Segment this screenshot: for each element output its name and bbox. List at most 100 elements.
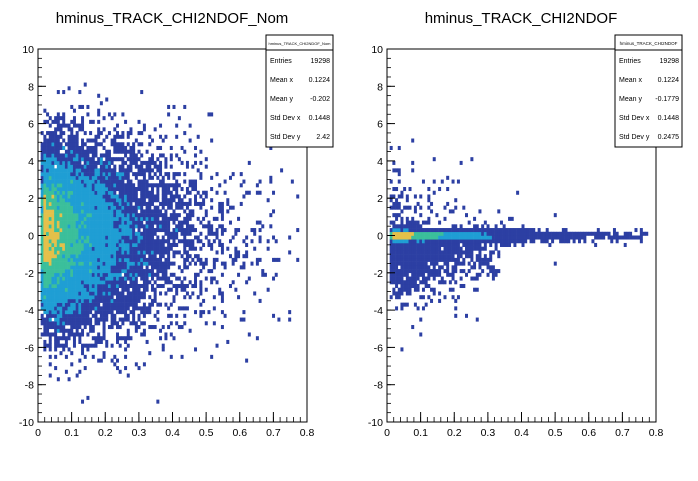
heatmap-cell <box>639 231 643 236</box>
heatmap-cell <box>478 231 482 236</box>
heatmap-cell <box>438 239 442 244</box>
heatmap-cell <box>134 138 138 143</box>
heatmap-cell <box>56 90 60 95</box>
heatmap-cell <box>40 302 44 307</box>
heatmap-cell <box>97 209 101 214</box>
heatmap-cell <box>564 228 568 233</box>
heatmap-cell <box>121 246 125 251</box>
heatmap-cell <box>83 179 87 184</box>
heatmap-cell <box>132 272 136 277</box>
heatmap-cell <box>132 269 136 274</box>
heatmap-cell <box>107 254 111 259</box>
heatmap-cell <box>438 257 442 262</box>
heatmap-cell <box>145 246 149 251</box>
heatmap-cell <box>172 220 176 225</box>
heatmap-cell <box>126 157 130 162</box>
heatmap-cell <box>188 239 192 244</box>
heatmap-cell <box>167 313 171 318</box>
heatmap-cell <box>121 149 125 154</box>
heatmap-cell <box>150 250 154 255</box>
heatmap-cell <box>59 298 63 303</box>
heatmap-cell <box>86 313 90 318</box>
heatmap-cell <box>145 205 149 210</box>
heatmap-cell <box>62 153 66 158</box>
heatmap-cell <box>43 321 47 326</box>
heatmap-cell <box>615 235 619 240</box>
heatmap-cell <box>153 160 157 165</box>
heatmap-cell <box>67 276 71 281</box>
heatmap-cell <box>97 228 101 233</box>
heatmap-cell <box>159 269 163 274</box>
heatmap-cell <box>102 138 106 143</box>
heatmap-cell <box>75 198 79 203</box>
heatmap-cell <box>54 310 58 315</box>
heatmap-cell <box>99 101 103 106</box>
heatmap-cell <box>486 228 490 233</box>
y-tick-label: -2 <box>374 268 383 280</box>
heatmap-cell <box>411 235 415 240</box>
heatmap-cell <box>150 187 154 192</box>
heatmap-cell <box>81 145 85 151</box>
heatmap-cell <box>202 190 206 195</box>
heatmap-cell <box>416 265 420 270</box>
heatmap-cell <box>56 280 60 285</box>
heatmap-cell <box>43 298 47 303</box>
heatmap-cell <box>116 358 119 363</box>
heatmap-cell <box>177 220 181 225</box>
heatmap-cell <box>502 224 506 229</box>
heatmap-cell <box>56 134 60 139</box>
heatmap-cell <box>83 276 87 281</box>
heatmap-cell <box>419 332 423 337</box>
heatmap-cell <box>83 287 87 292</box>
heatmap-cell <box>389 194 393 199</box>
heatmap-cell <box>150 209 154 214</box>
heatmap-cell <box>577 231 581 236</box>
heatmap-cell <box>81 254 85 259</box>
heatmap-cell <box>97 302 101 307</box>
heatmap-cell <box>83 82 87 87</box>
heatmap-cell <box>494 228 498 233</box>
heatmap-cell <box>91 313 95 318</box>
heatmap-cell <box>167 112 171 117</box>
heatmap-cell <box>72 216 76 221</box>
x-tick-label: 0.7 <box>266 427 281 439</box>
heatmap-cell <box>113 313 117 318</box>
heatmap-cell <box>245 358 249 363</box>
heatmap-cell <box>110 257 114 262</box>
heatmap-cell <box>62 332 66 337</box>
heatmap-cell <box>161 179 165 184</box>
heatmap-cell <box>129 239 133 244</box>
heatmap-cell <box>107 265 111 270</box>
heatmap-cell <box>113 306 117 311</box>
heatmap-cell <box>51 302 55 307</box>
heatmap-cell <box>118 164 122 169</box>
heatmap-cell <box>126 190 130 195</box>
heatmap-cell <box>150 160 154 165</box>
heatmap-cell <box>159 220 163 225</box>
heatmap-cell <box>400 257 404 262</box>
heatmap-cell <box>427 250 431 255</box>
heatmap-cell <box>196 134 200 139</box>
heatmap-cell <box>164 220 168 225</box>
heatmap-cell <box>67 127 71 132</box>
heatmap-cell <box>86 261 90 266</box>
heatmap-cell <box>419 242 423 247</box>
heatmap-cell <box>473 242 477 247</box>
heatmap-cell <box>43 213 47 218</box>
heatmap-cell <box>83 142 87 147</box>
heatmap-cell <box>204 235 208 240</box>
heatmap-cell <box>140 231 144 236</box>
heatmap-cell <box>454 250 458 255</box>
heatmap-cell <box>43 310 47 315</box>
heatmap-cell <box>97 336 101 341</box>
heatmap-cell <box>212 321 216 326</box>
heatmap-cell <box>43 339 47 344</box>
heatmap-cell <box>126 276 130 281</box>
y-tick-label: 10 <box>371 44 383 56</box>
heatmap-cell <box>113 228 117 233</box>
heatmap-cell <box>97 119 101 124</box>
heatmap-cell <box>81 246 85 251</box>
heatmap-cell <box>129 160 133 165</box>
heatmap-cell <box>454 235 458 240</box>
heatmap-cell <box>400 220 404 225</box>
